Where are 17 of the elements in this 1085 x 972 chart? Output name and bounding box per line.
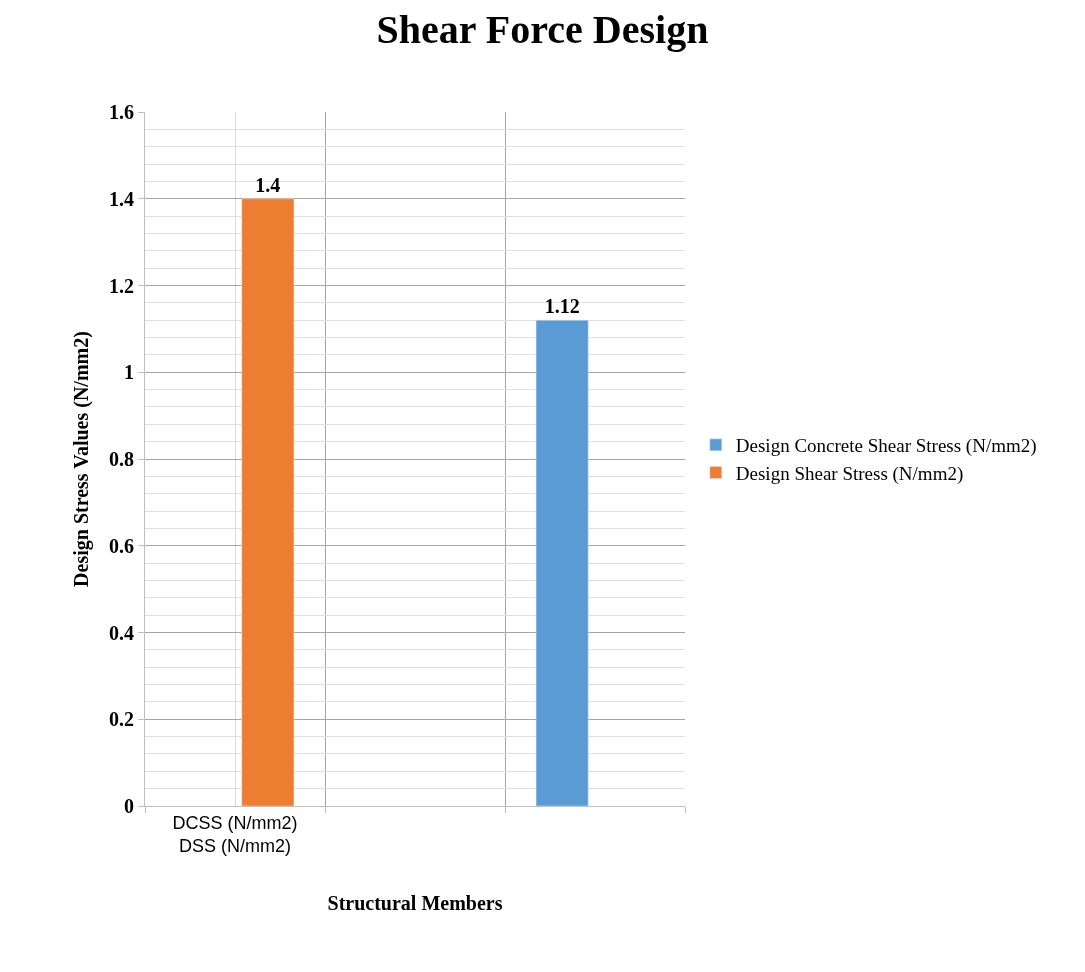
legend-label: Design Concrete Shear Stress (N/mm2) xyxy=(735,435,1037,458)
legend-label: Design Shear Stress (N/mm2) xyxy=(735,462,964,485)
x-axis-title: Structural Members xyxy=(327,891,503,914)
y-tick-label: 0.6 xyxy=(109,534,134,557)
y-axis-title: Design Stress Values (N/mm2) xyxy=(69,331,93,587)
y-tick-label: 1.2 xyxy=(109,274,134,297)
y-tick-label: 0.8 xyxy=(109,448,134,470)
y-tick-label: 0.2 xyxy=(109,708,134,731)
x-tick-label: DCSS (N/mm2) DSS (N/mm2) xyxy=(172,812,298,856)
chart-title: Shear Force Design xyxy=(376,6,709,52)
y-tick-label: 1.4 xyxy=(109,187,134,210)
y-tick-label: 0.4 xyxy=(109,621,134,644)
y-tick-label: 1 xyxy=(124,361,134,384)
y-tick-label: 1.6 xyxy=(109,101,134,123)
y-tick-label: 0 xyxy=(124,795,134,817)
data-label: 1.12 xyxy=(544,295,580,318)
data-label: 1.4 xyxy=(255,173,281,196)
